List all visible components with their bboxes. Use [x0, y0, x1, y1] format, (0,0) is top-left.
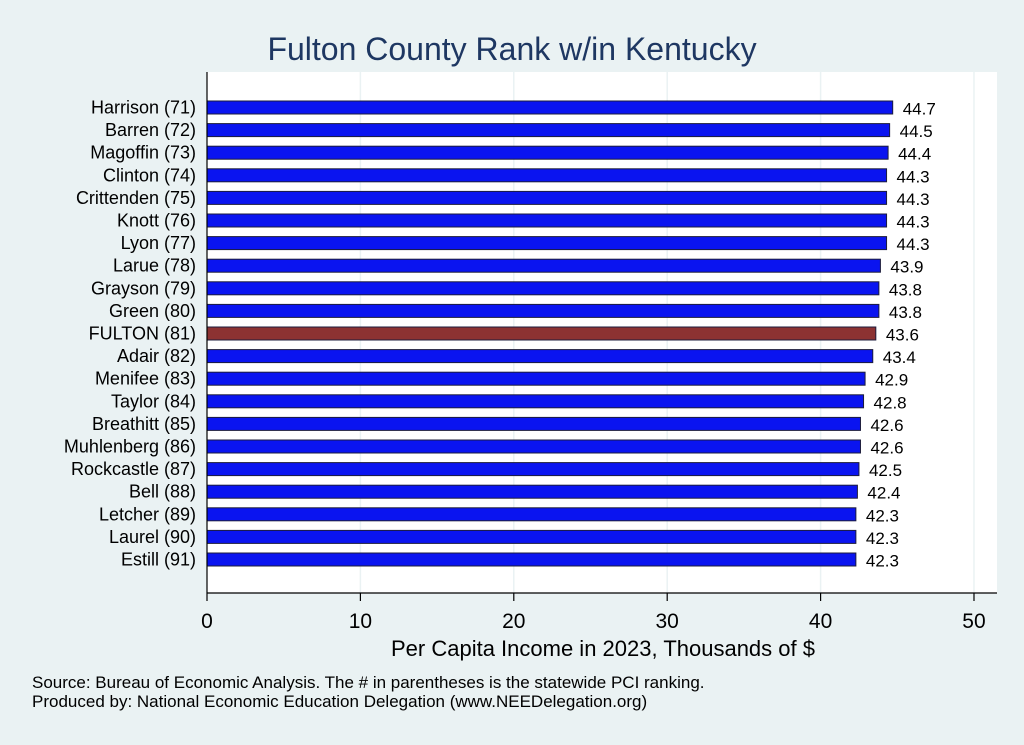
category-label-7: Larue (78) [113, 256, 196, 276]
category-label-1: Barren (72) [105, 120, 196, 140]
value-label-14: 42.6 [870, 416, 903, 435]
bar-10 [206, 326, 877, 341]
category-label-19: Laurel (90) [109, 527, 196, 547]
bar-3 [206, 168, 888, 183]
category-label-18: Letcher (89) [99, 504, 196, 524]
value-label-8: 43.8 [889, 280, 922, 299]
bar-6 [206, 236, 888, 251]
bar-9 [206, 303, 880, 318]
value-label-2: 44.4 [898, 145, 931, 164]
category-labels: Harrison (71)Barren (72) Magoffin (73)Cli… [64, 98, 196, 570]
x-axis-title: Per Capita Income in 2023, Thousands of … [391, 636, 815, 661]
category-label-11: Adair (82) [117, 346, 196, 366]
value-label-3: 44.3 [897, 167, 930, 186]
value-label-16: 42.5 [869, 461, 902, 480]
bar-20 [206, 552, 857, 567]
x-tick-label-40: 40 [809, 610, 832, 633]
category-label-10: FULTON (81) [89, 324, 196, 344]
bar-18 [206, 507, 857, 522]
bar-8 [206, 281, 880, 296]
category-label-16: Rockcastle (87) [71, 459, 196, 479]
category-label-0: Harrison (71) [91, 98, 196, 118]
value-label-18: 42.3 [866, 506, 899, 525]
value-label-19: 42.3 [866, 529, 899, 548]
value-label-20: 42.3 [866, 552, 899, 571]
category-label-6: Lyon (77) [121, 233, 196, 253]
category-label-14: Breathitt (85) [92, 414, 196, 434]
category-label-8: Grayson (79) [91, 278, 196, 298]
bar-1 [206, 123, 891, 138]
x-tick-label-30: 30 [656, 610, 679, 633]
bar-13 [206, 394, 865, 409]
bar-19 [206, 529, 857, 544]
producer-note: Produced by: National Economic Education… [32, 692, 648, 711]
value-label-6: 44.3 [897, 235, 930, 254]
category-label-9: Green (80) [109, 301, 196, 321]
bar-0 [206, 100, 894, 115]
value-label-15: 42.6 [870, 439, 903, 458]
bar-11 [206, 349, 874, 364]
bar-7 [206, 258, 881, 273]
value-label-9: 43.8 [889, 303, 922, 322]
chart-title: Fulton County Rank w/in Kentucky [267, 31, 756, 67]
bars [206, 100, 894, 567]
bar-5 [206, 213, 888, 228]
value-labels: 44.7 44.5 44.4 44.3 44.3 44.3 44.3 43.9 43.8 43.8… [866, 100, 936, 571]
category-label-13: Taylor (84) [111, 391, 196, 411]
value-label-7: 43.9 [890, 258, 923, 277]
value-label-11: 43.4 [883, 348, 916, 367]
category-label-17: Bell (88) [129, 482, 196, 502]
x-tick-label-10: 10 [349, 610, 372, 633]
category-label-12: Menifee (83) [95, 369, 196, 389]
bar-17 [206, 484, 858, 499]
category-label-2: Magoffin (73) [90, 143, 196, 163]
value-label-12: 42.9 [875, 371, 908, 390]
x-tick-label-20: 20 [502, 610, 525, 633]
value-label-4: 44.3 [897, 190, 930, 209]
bar-12 [206, 371, 866, 386]
value-label-13: 42.8 [874, 393, 907, 412]
value-label-1: 44.5 [900, 122, 933, 141]
x-tick-label-50: 50 [962, 610, 985, 633]
value-label-0: 44.7 [903, 100, 936, 119]
bar-16 [206, 462, 860, 477]
bar-4 [206, 190, 888, 205]
category-label-5: Knott (76) [117, 211, 196, 231]
value-label-10: 43.6 [886, 326, 919, 345]
value-label-17: 42.4 [867, 484, 900, 503]
source-note: Source: Bureau of Economic Analysis. The… [32, 673, 705, 692]
bar-2 [206, 145, 889, 160]
value-label-5: 44.3 [897, 213, 930, 232]
category-label-15: Muhlenberg (86) [64, 437, 196, 457]
x-tick-label-0: 0 [201, 610, 213, 633]
bar-15 [206, 439, 861, 454]
category-label-20: Estill (91) [121, 550, 196, 570]
bar-14 [206, 416, 861, 431]
category-label-4: Crittenden (75) [76, 188, 196, 208]
category-label-3: Clinton (74) [103, 165, 196, 185]
x-axis-ticks: 0 10 20 30 40 50 [201, 593, 986, 633]
